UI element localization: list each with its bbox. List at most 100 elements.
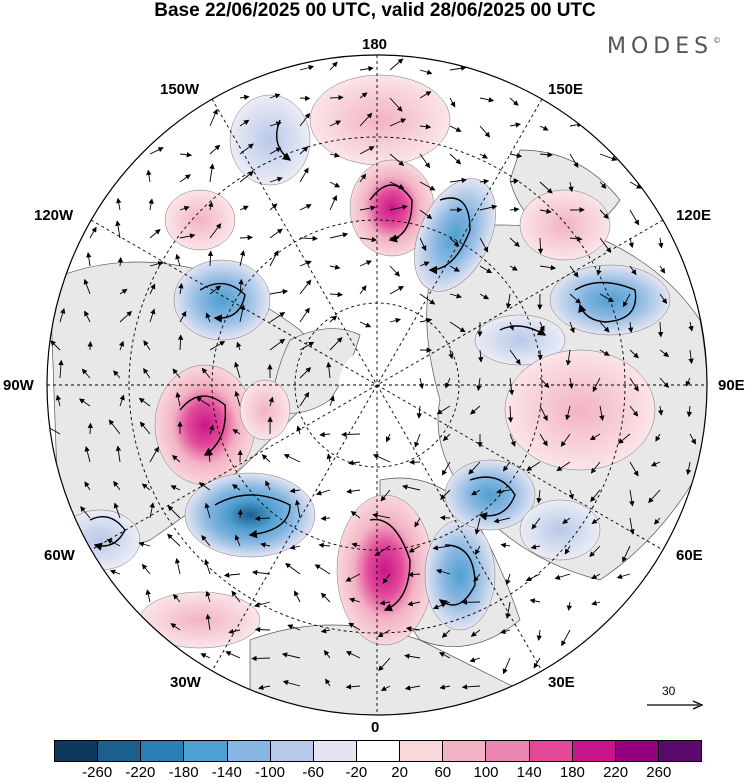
wind-arrow [556, 461, 571, 472]
wind-arrow [173, 593, 181, 603]
wind-arrow [479, 204, 498, 211]
brand-mark: © [713, 36, 722, 45]
wind-arrow [618, 433, 631, 444]
wind-arrow [599, 293, 614, 302]
wind-arrow [539, 264, 557, 271]
label-30w: 30W [170, 674, 201, 691]
wind-arrow [509, 237, 520, 248]
wind-arrow [554, 573, 571, 580]
wind-arrow [531, 517, 541, 530]
wind-arrow [299, 341, 315, 351]
wind-arrow [329, 232, 349, 239]
wind-arrow [442, 433, 451, 442]
wind-arrow [591, 600, 601, 606]
wind-arrow [591, 573, 601, 580]
wind-arrow [179, 233, 196, 239]
wind-arrow [294, 590, 301, 603]
wind-arrow [348, 460, 361, 466]
wind-arrow [239, 171, 254, 183]
wind-arrow [449, 293, 462, 299]
wind-arrow [650, 461, 661, 467]
wind-arrow [269, 93, 281, 99]
wind-arrow [599, 153, 618, 161]
wind-arrow [326, 453, 332, 463]
wind-arrow [234, 390, 241, 407]
wind-arrow [223, 572, 241, 578]
wind-arrow [113, 502, 121, 519]
wind-arrow [449, 65, 467, 71]
wind-arrow [108, 419, 121, 435]
wind-arrow [530, 544, 541, 550]
wind-arrow [380, 685, 391, 691]
wind-arrow [208, 201, 214, 211]
wind-arrow [149, 308, 156, 323]
wind-arrow [149, 261, 164, 267]
wind-arrow [629, 265, 637, 276]
wind-arrow [372, 512, 391, 519]
wind-arrow [195, 396, 211, 407]
anomaly-europe-high [336, 494, 434, 646]
wind-arrow [389, 204, 408, 211]
wind-arrow [419, 293, 436, 305]
wind-arrow [201, 367, 211, 379]
wind-arrow [268, 396, 274, 407]
wind-arrow [629, 377, 639, 392]
wind-arrow [408, 545, 421, 553]
wind-arrow [529, 598, 541, 604]
wind-arrow [299, 279, 312, 295]
wind-arrow [269, 121, 282, 127]
colorbar-tick-label: -20 [345, 764, 368, 781]
wind-arrow [143, 367, 151, 379]
wind-arrow [299, 146, 309, 155]
wind-arrow [175, 253, 181, 267]
wind-arrow [407, 571, 421, 578]
wind-arrow [341, 431, 361, 438]
wind-arrow [167, 505, 181, 519]
wind-arrow [509, 97, 519, 106]
colorbar [54, 740, 702, 762]
anomaly-casia-high [504, 349, 656, 471]
wind-arrow [149, 446, 159, 463]
wind-arrow [419, 237, 427, 252]
wind-arrow [234, 361, 241, 379]
wind-arrow [629, 461, 639, 477]
wind-arrow [350, 510, 361, 519]
wind-arrow [508, 377, 515, 396]
wind-arrow [508, 321, 514, 331]
wind-arrow [329, 395, 335, 407]
colorbar-tick-label: -60 [302, 764, 325, 781]
wind-arrow [205, 613, 211, 631]
label-120w: 120W [34, 207, 74, 224]
height-anomaly-field [59, 74, 671, 649]
wind-arrow [329, 152, 340, 158]
wind-arrow [239, 205, 249, 211]
anomaly-aleutian-weak-low [229, 94, 311, 186]
wind-arrow [685, 377, 691, 387]
wind-arrow [449, 153, 462, 165]
wind-arrow [148, 198, 154, 211]
wind-arrow [419, 209, 433, 220]
wind-arrow [329, 120, 342, 127]
colorbar-segment [658, 741, 702, 761]
wind-arrow [389, 58, 404, 71]
wind-arrow [179, 205, 190, 211]
wind-arrow [81, 368, 91, 379]
wind-arrow [475, 545, 481, 556]
label-90w: 90W [3, 377, 34, 394]
wind-arrow [648, 489, 661, 504]
wind-arrow [539, 125, 549, 131]
colorbar-segment [486, 741, 530, 761]
wind-arrow [653, 517, 661, 525]
colorbar-segment [141, 741, 185, 761]
wind-arrow [539, 405, 548, 422]
colorbar-tick-label: 60 [434, 764, 452, 781]
wind-arrow [509, 122, 521, 128]
wind-arrow [591, 517, 601, 525]
wind-arrow [686, 405, 693, 418]
wind-arrow [569, 293, 581, 304]
wind-arrow [419, 91, 432, 99]
wind-arrow [146, 169, 152, 183]
wind-arrow [622, 293, 631, 308]
wind-arrow [329, 337, 343, 351]
